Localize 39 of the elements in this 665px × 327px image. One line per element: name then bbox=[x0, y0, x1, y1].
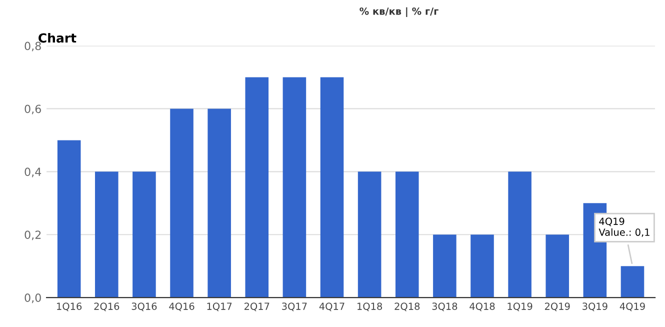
x-tick-label: 1Q16 bbox=[57, 302, 82, 312]
bar bbox=[508, 172, 532, 298]
x-tick-label: 3Q18 bbox=[432, 302, 458, 312]
bar bbox=[470, 234, 494, 298]
bar bbox=[132, 172, 156, 298]
bar bbox=[208, 108, 231, 298]
y-tick-label: 0,8 bbox=[24, 42, 41, 52]
x-tick-label: 1Q19 bbox=[508, 302, 532, 312]
bar bbox=[245, 77, 269, 298]
x-tick-label: 3Q16 bbox=[132, 302, 157, 312]
bar bbox=[546, 234, 570, 298]
chart-title: Chart bbox=[38, 33, 76, 43]
bar bbox=[95, 172, 118, 298]
y-tick-label: 0,2 bbox=[24, 230, 41, 240]
annotation: 4Q19 Value.: 0,1 bbox=[598, 218, 650, 237]
y-tick-label: 0,6 bbox=[24, 104, 41, 114]
bar bbox=[320, 77, 344, 298]
x-tick-label: 2Q17 bbox=[244, 302, 270, 312]
bar bbox=[620, 266, 644, 298]
x-tick-label: 2Q19 bbox=[544, 302, 570, 312]
bar bbox=[57, 140, 81, 298]
x-tick-label: 3Q19 bbox=[582, 302, 608, 312]
x-tick-label: 2Q16 bbox=[94, 302, 120, 312]
y-tick-label: 0,0 bbox=[24, 294, 41, 304]
x-tick-label: 2Q18 bbox=[394, 302, 420, 312]
bar bbox=[358, 172, 382, 298]
text: % кв/кв | % г/г bbox=[360, 7, 438, 18]
x-tick-label: 4Q18 bbox=[470, 302, 495, 312]
bar bbox=[433, 234, 456, 298]
bar bbox=[282, 77, 306, 298]
x-tick-label: 4Q16 bbox=[169, 302, 194, 312]
y-tick-label: 0,4 bbox=[24, 168, 42, 178]
bar bbox=[395, 172, 419, 298]
x-tick-label: 3Q17 bbox=[282, 302, 307, 312]
x-tick-label: 4Q19 bbox=[620, 302, 645, 312]
x-tick-label: 4Q17 bbox=[319, 302, 344, 312]
x-tick-label: 1Q18 bbox=[358, 302, 382, 312]
x-tick-label: 1Q17 bbox=[207, 302, 232, 312]
bar bbox=[170, 108, 194, 298]
